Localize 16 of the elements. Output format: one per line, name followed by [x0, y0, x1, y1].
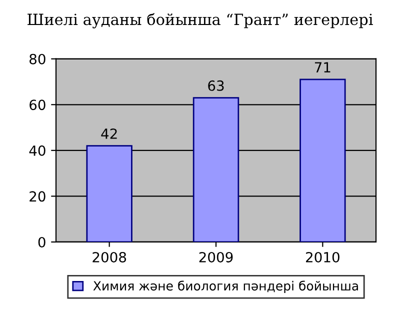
x-tick-label: 2009: [199, 252, 233, 262]
bar: [86, 145, 132, 242]
y-tick-label: 80: [30, 54, 46, 64]
data-label: 71: [314, 62, 330, 72]
legend-label: Химия және биология пәндері бойынша: [93, 280, 358, 294]
y-tick-label: 0: [38, 236, 46, 248]
x-tick-label: 2008: [92, 252, 126, 262]
y-tick-label: 20: [30, 191, 46, 202]
x-tick-label: 2010: [306, 252, 340, 262]
bar: [300, 78, 346, 242]
chart-title: Шиелі ауданы бойынша “Грант” иегерлері: [28, 13, 373, 28]
y-tick-label: 40: [29, 145, 46, 156]
y-tick-label: 60: [30, 100, 46, 110]
data-label: 42: [101, 128, 117, 139]
bar: [192, 97, 240, 242]
data-label: 63: [208, 80, 224, 91]
